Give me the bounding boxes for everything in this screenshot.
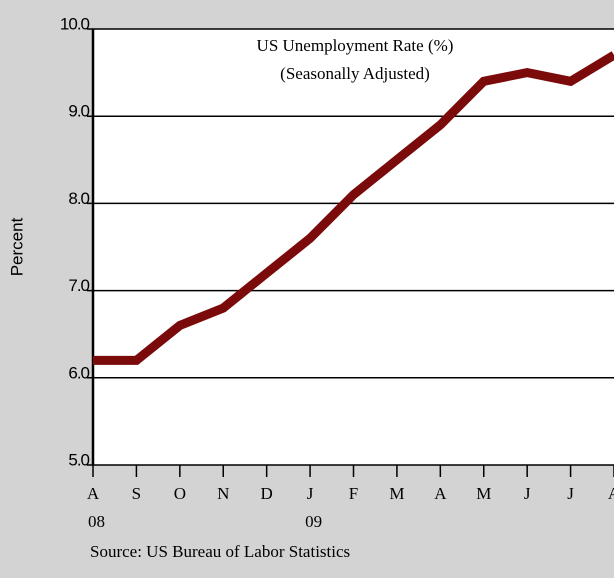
x-tick-label: D [261,484,273,503]
y-tick-label: 10.0 [60,14,90,33]
plot-area [93,29,614,465]
grid [87,28,614,477]
x-tick-label: N [217,484,229,503]
x-tick-label: A [608,484,614,503]
x-tick-label: J [307,484,314,503]
x-tick-label: M [389,484,404,503]
source: Source: US Bureau of Labor Statistics [90,542,350,561]
marks [93,51,614,365]
data-line [93,51,614,365]
y-tick-label: 5.0 [68,450,89,469]
y-tick-label: 9.0 [68,102,89,121]
x-tick-label: J [524,484,531,503]
y-axis-label: Percent [7,217,26,276]
labels: 5.0 6.0 7.0 8.0 9.0 10.0 A 08 S O N D J 09 F M A M J J A [60,14,614,530]
x-year-label: 09 [305,512,322,531]
y-tick-label: 6.0 [68,363,89,382]
x-tick-label: F [349,484,358,503]
chart-subtitle: (Seasonally Adjusted) [280,64,430,83]
x-year-label: 08 [88,512,105,531]
x-tick-label: J [567,484,574,503]
x-tick-label: O [174,484,186,503]
y-tick-label: 8.0 [68,189,89,208]
x-tick-label: A [87,484,100,503]
x-tick-label: M [476,484,491,503]
y-tick-label: 7.0 [68,276,89,295]
x-tick-label: A [434,484,447,503]
x-tick-label: S [132,484,141,503]
chart-title: US Unemployment Rate (%) [257,36,454,55]
